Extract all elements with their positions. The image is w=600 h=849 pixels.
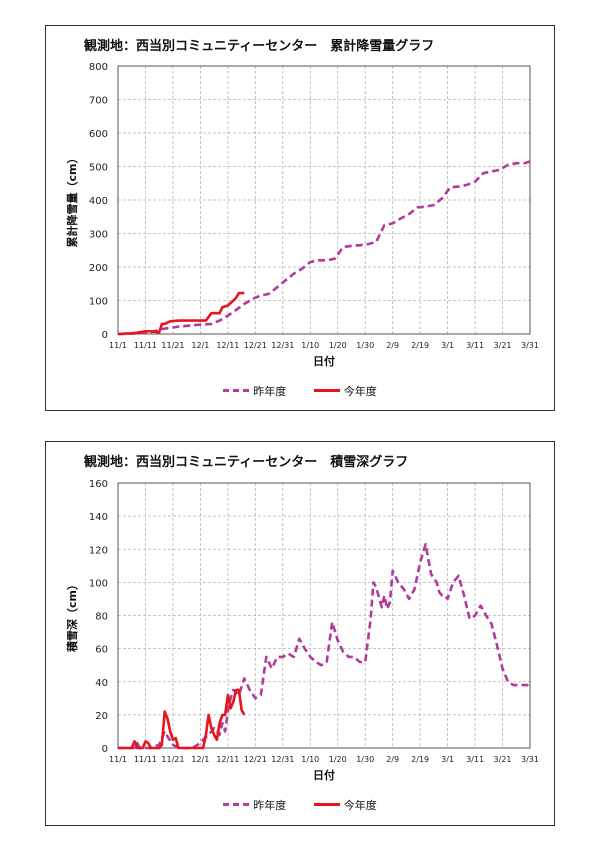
- x-tick-label: 2/19: [411, 755, 429, 764]
- chart-title: 観測地：西当別コミュニティーセンター 積雪深グラフ: [84, 455, 409, 470]
- x-tick-label: 12/31: [271, 341, 294, 350]
- x-tick-label: 12/11: [216, 341, 239, 350]
- x-tick-label: 3/21: [494, 341, 512, 350]
- x-tick-label: 1/10: [301, 341, 319, 350]
- x-tick-label: 1/10: [301, 755, 319, 764]
- chart-title: 観測地：西当別コミュニティーセンター 累計降雪量グラフ: [84, 39, 435, 54]
- y-tick-label: 0: [102, 744, 108, 755]
- legend-swatch-dashed: [223, 803, 250, 806]
- x-tick-label: 11/21: [161, 341, 184, 350]
- x-tick-label: 12/11: [216, 755, 239, 764]
- series-line-last-year: [118, 543, 530, 750]
- y-tick-label: 140: [89, 512, 108, 523]
- x-tick-label: 3/11: [466, 755, 484, 764]
- x-tick-label: 12/1: [191, 755, 209, 764]
- legend-swatch-solid: [313, 803, 340, 806]
- y-tick-label: 60: [95, 645, 108, 656]
- x-tick-label: 11/1: [109, 341, 127, 350]
- snow-depth-chart: 11/1 11/11 11/21 12/1 12/11 12/21 12/31 1/10 1/2…: [65, 479, 539, 782]
- y-tick-label: 500: [89, 163, 108, 174]
- x-tick-label: 12/31: [271, 755, 294, 764]
- x-tick-label: 12/21: [244, 755, 267, 764]
- x-tick-label: 2/9: [386, 341, 399, 350]
- y-axis-title: 累計降雪量（cm）: [65, 153, 79, 248]
- y-tick-label: 600: [89, 129, 108, 140]
- x-tick-label: 3/31: [521, 341, 539, 350]
- y-tick-label: 0: [102, 330, 108, 341]
- x-tick-label: 3/21: [494, 755, 512, 764]
- y-tick-label: 200: [89, 263, 108, 274]
- legend-label: 昨年度: [253, 384, 287, 398]
- y-tick-label: 80: [95, 612, 108, 623]
- x-tick-label: 3/1: [441, 341, 454, 350]
- y-tick-label: 40: [95, 678, 108, 689]
- x-tick-label: 2/9: [386, 755, 399, 764]
- legend-item-this-year: 今年度: [313, 797, 377, 813]
- legend-label: 昨年度: [253, 798, 287, 812]
- y-tick-label: 400: [89, 196, 108, 207]
- y-tick-label: 700: [89, 96, 108, 107]
- x-tick-label: 11/11: [134, 755, 157, 764]
- plot-area-frame: [117, 482, 531, 749]
- cumulative-snowfall-chart: 11/1 11/11 11/21 12/1 12/11 12/21 12/31 1/10 1/2…: [65, 62, 539, 368]
- x-tick-label: 1/30: [356, 341, 374, 350]
- chart-legend: 昨年度 今年度: [46, 796, 554, 813]
- legend-item-this-year: 今年度: [313, 383, 377, 399]
- y-tick-label: 120: [89, 545, 108, 556]
- series-line-this-year: [117, 291, 245, 336]
- legend-item-last-year: 昨年度: [223, 797, 286, 813]
- y-tick-label: 800: [89, 62, 108, 73]
- legend-item-last-year: 昨年度: [223, 383, 286, 399]
- x-tick-label: 1/20: [329, 341, 347, 350]
- legend-swatch-dashed: [223, 389, 250, 392]
- snow-depth-chart-panel: 観測地：西当別コミュニティーセンター 積雪深グラフ 11/1 11/11 11/21…: [45, 441, 555, 826]
- x-axis-title: 日付: [313, 768, 335, 782]
- y-axis-title: 積雪深（cm）: [65, 579, 79, 653]
- legend-label: 今年度: [343, 384, 377, 398]
- y-tick-label: 100: [89, 297, 108, 308]
- x-axis-title: 日付: [313, 354, 335, 368]
- plot-area-frame: [117, 65, 531, 335]
- cumulative-snowfall-chart-panel: 観測地：西当別コミュニティーセンター 累計降雪量グラフ 11/1 11/11 11/…: [45, 25, 555, 411]
- y-tick-label: 300: [89, 230, 108, 241]
- chart-legend: 昨年度 今年度: [46, 382, 554, 399]
- series-line-last-year: [117, 160, 531, 336]
- x-tick-label: 1/30: [356, 755, 374, 764]
- y-tick-label: 160: [89, 479, 108, 490]
- x-tick-label: 11/11: [134, 341, 157, 350]
- x-tick-label: 3/31: [521, 755, 539, 764]
- y-tick-label: 20: [95, 711, 108, 722]
- x-tick-label: 12/1: [191, 341, 209, 350]
- x-tick-label: 11/1: [109, 755, 127, 764]
- x-tick-label: 3/1: [441, 755, 454, 764]
- x-tick-label: 1/20: [329, 755, 347, 764]
- x-tick-label: 2/19: [411, 341, 429, 350]
- y-tick-label: 100: [89, 578, 108, 589]
- series-line-this-year: [118, 688, 246, 750]
- x-tick-label: 3/11: [466, 341, 484, 350]
- legend-label: 今年度: [343, 798, 377, 812]
- legend-swatch-solid: [313, 389, 340, 392]
- x-tick-label: 12/21: [244, 341, 267, 350]
- x-tick-label: 11/21: [161, 755, 184, 764]
